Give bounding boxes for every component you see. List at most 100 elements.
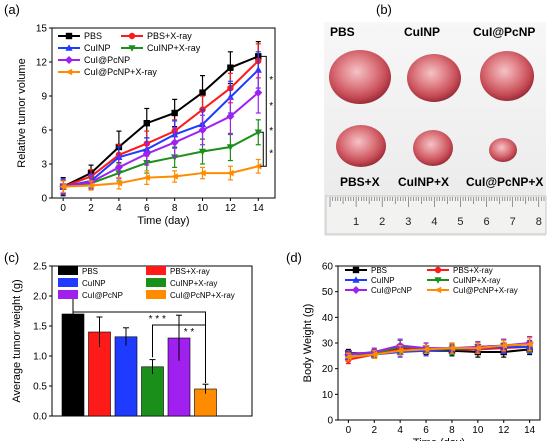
x-tick-label: 6 — [144, 203, 150, 214]
photo-label-cuinp-x: CuINP+X — [398, 175, 449, 189]
plot-frame — [51, 27, 276, 199]
y-tick-label: 1.0 — [33, 352, 47, 363]
legend-entry: PBS — [84, 31, 102, 41]
y-tick-label: 60 — [322, 262, 334, 273]
legend-entry: CuINP+X-ray — [453, 276, 500, 285]
tumor-photo: PBS CuINP CuI@PcNP PBS+X CuINP+X CuI@PcN… — [324, 22, 547, 236]
significance-star: * — [269, 101, 273, 112]
x-tick-label: 6 — [423, 425, 429, 436]
y-tick-label: 0.0 — [33, 412, 47, 423]
legend: PBS PBS+X-ray CuINP CuINP+X-ray CuI@PcNP CuI@… — [345, 266, 518, 295]
y-tick-label: 10 — [322, 390, 334, 401]
significance-star: * — [269, 126, 273, 137]
data-point — [87, 182, 95, 189]
data-point — [115, 180, 123, 187]
data-point — [254, 88, 263, 97]
data-point — [254, 129, 262, 137]
tumor-cui-pcnp-x — [489, 138, 517, 162]
significance-stars: * * — [184, 327, 195, 338]
photo-label-cui-pcnp: CuI@PcNP — [473, 25, 535, 39]
data-point — [198, 126, 207, 134]
data-point — [396, 347, 404, 354]
ruler — [325, 195, 547, 235]
legend-entry: CuI@PcNP+X-ray — [453, 286, 518, 295]
x-tick-label: 0 — [346, 425, 352, 436]
legend-swatch — [58, 266, 78, 275]
data-point — [226, 112, 235, 121]
data-point — [344, 353, 352, 361]
series-line — [348, 343, 530, 359]
data-point — [59, 183, 67, 190]
data-point — [422, 346, 430, 353]
y-tick-label: 2.5 — [33, 262, 47, 273]
data-point — [142, 174, 150, 181]
panel-c-label: (c) — [4, 250, 19, 265]
data-point — [474, 344, 482, 352]
tumor-weight-chart: 0.0 0.5 1.0 1.5 2.0 2.5 Average tumor weight (… — [11, 262, 253, 423]
data-point — [198, 169, 206, 177]
ruler-number: 1 — [353, 216, 359, 228]
y-tick-label: 50 — [322, 287, 334, 298]
legend-entry: PBS+X-ray — [170, 267, 210, 276]
significance-bracket — [72, 311, 206, 383]
data-point — [142, 149, 151, 158]
legend-marker — [128, 45, 136, 52]
legend-swatch — [146, 290, 166, 299]
legend-marker — [128, 32, 136, 40]
x-tick-label: 8 — [172, 203, 178, 214]
data-point — [171, 109, 178, 117]
x-axis-label: Time (day) — [137, 215, 189, 227]
ruler-ticks: 1 2 3 4 5 6 7 8 — [329, 197, 545, 228]
legend: PBS PBS+X-ray CuINP CuINP+X-ray CuI@PcNP CuI@… — [58, 266, 235, 300]
legend-marker — [65, 44, 73, 51]
legend-marker — [352, 286, 360, 294]
data-point — [143, 120, 150, 127]
data-point — [254, 163, 262, 170]
x-tick-label: 14 — [253, 203, 265, 214]
photo-label-pbs: PBS — [330, 25, 355, 39]
legend-entry: CuI@PcNP — [82, 291, 123, 300]
significance-bracket — [152, 324, 206, 358]
significance-star: * — [269, 75, 273, 86]
series-line — [63, 131, 259, 188]
legend-swatch — [58, 290, 78, 299]
series-CuI@PcNP+X-ray — [59, 158, 262, 193]
y-tick-label: 0 — [41, 194, 47, 205]
ruler-number: 7 — [510, 216, 516, 228]
data-point — [448, 344, 456, 352]
legend-entry: PBS+X-ray — [147, 31, 192, 41]
y-tick-label: 12 — [36, 58, 48, 69]
data-point — [198, 148, 207, 156]
y-tick-label: 1.5 — [33, 322, 47, 333]
x-tick-label: 8 — [449, 425, 455, 436]
data-point — [226, 144, 234, 151]
series-line — [62, 91, 259, 188]
panel-d-label: (d) — [286, 250, 302, 265]
x-tick-label: 2 — [88, 203, 94, 214]
body-weight-chart: 0 2 4 6 8 10 12 14 0 10 20 30 40 50 60 Time (day) Body W… — [302, 262, 541, 441]
legend-entry: CuI@PcNP — [84, 55, 130, 65]
x-tick-label: 12 — [498, 425, 510, 436]
significance-star: * — [269, 149, 273, 160]
tumor-pbs — [329, 50, 391, 104]
series-line — [62, 55, 259, 188]
x-tick-label: 10 — [197, 203, 209, 214]
x-tick-label: 4 — [397, 425, 403, 436]
legend-marker — [352, 276, 360, 283]
x-tick-label: 0 — [60, 203, 66, 214]
legend-marker — [65, 56, 73, 64]
x-tick-label: 4 — [116, 203, 122, 214]
y-tick-label: 2.0 — [33, 292, 47, 303]
x-tick-label: 10 — [472, 425, 484, 436]
data-point — [254, 66, 262, 73]
x-tick-label: 2 — [371, 425, 377, 436]
panel-a-label: (a) — [4, 2, 20, 17]
legend-entry: CuI@PcNP+X-ray — [84, 67, 157, 77]
legend-marker — [434, 277, 442, 284]
legend-entry: CuINP+X-ray — [147, 43, 201, 53]
bar-CuINP — [114, 336, 138, 417]
legend-entry: CuI@PcNP+X-ray — [170, 291, 235, 300]
data-point — [114, 163, 123, 172]
legend-entry: CuINP — [82, 279, 106, 288]
